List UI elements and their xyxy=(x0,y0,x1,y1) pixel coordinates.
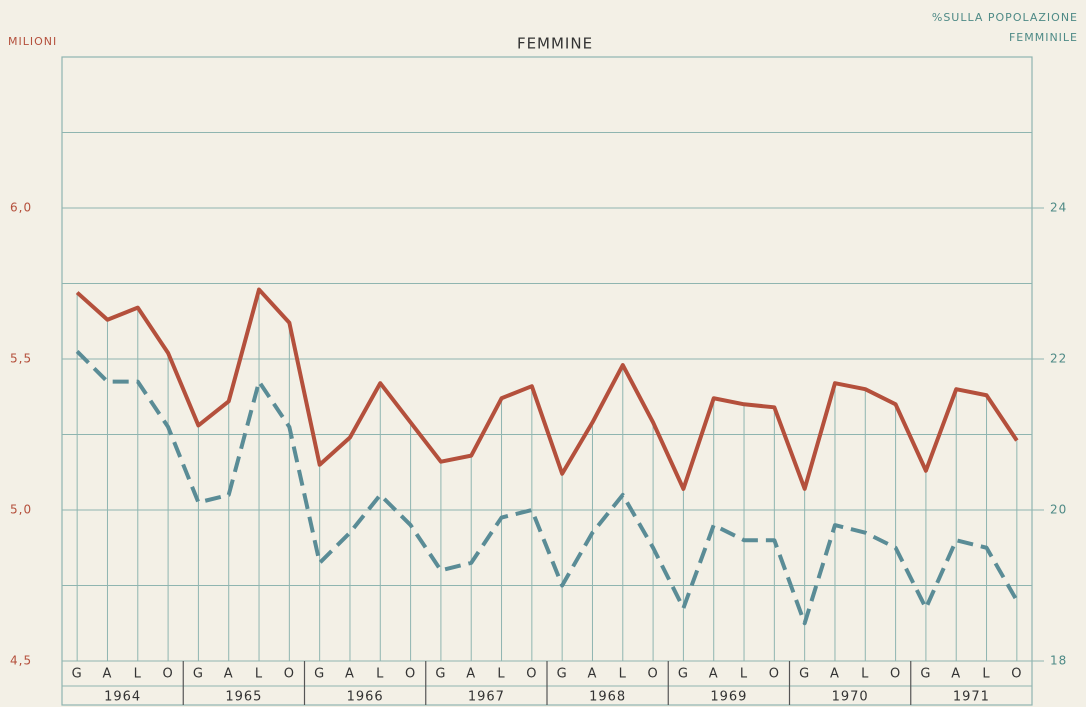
x-tick-label: A xyxy=(830,667,840,682)
year-label: 1966 xyxy=(347,690,384,705)
x-tick-label: G xyxy=(678,667,689,682)
x-tick-label: G xyxy=(193,667,204,682)
x-tick-label: L xyxy=(255,667,263,682)
y2-tick-label: 22 xyxy=(1050,352,1067,366)
year-label: 1968 xyxy=(589,690,626,705)
x-tick-label: A xyxy=(345,667,355,682)
x-tick-label: O xyxy=(1011,667,1022,682)
year-label: 1970 xyxy=(832,690,869,705)
x-tick-label: L xyxy=(861,667,869,682)
year-label: 1964 xyxy=(104,690,141,705)
x-tick-label: L xyxy=(619,667,627,682)
x-tick-label: A xyxy=(466,667,476,682)
x-tick-label: L xyxy=(497,667,505,682)
y2-axis-label: %SULLA POPOLAZIONE xyxy=(932,11,1078,24)
chart-title: FEMMINE xyxy=(517,35,593,53)
x-tick-label: G xyxy=(799,667,810,682)
x-tick-label: O xyxy=(526,667,537,682)
x-tick-label: O xyxy=(162,667,173,682)
x-tick-label: G xyxy=(435,667,446,682)
x-tick-label: A xyxy=(588,667,598,682)
y2-tick-label: 18 xyxy=(1050,654,1067,668)
x-tick-label: L xyxy=(134,667,142,682)
year-label: 1969 xyxy=(710,690,747,705)
year-label: 1965 xyxy=(225,690,262,705)
year-label: 1971 xyxy=(953,690,990,705)
x-tick-label: A xyxy=(951,667,961,682)
x-tick-label: A xyxy=(709,667,719,682)
y2-tick-label: 24 xyxy=(1050,201,1067,215)
y-tick-label: 6,0 xyxy=(10,201,32,215)
series-line xyxy=(75,287,1019,491)
y-tick-label: 5,5 xyxy=(10,352,32,366)
x-tick-label: O xyxy=(405,667,416,682)
y2-tick-label: 20 xyxy=(1050,503,1067,517)
year-label: 1967 xyxy=(468,690,505,705)
x-tick-label: L xyxy=(376,667,384,682)
y2-axis-label: FEMMINILE xyxy=(1009,31,1078,44)
x-tick-label: A xyxy=(103,667,113,682)
x-tick-label: O xyxy=(647,667,658,682)
x-tick-label: G xyxy=(557,667,568,682)
series-line xyxy=(75,350,1019,626)
y-tick-label: 4,5 xyxy=(10,654,32,668)
x-tick-label: A xyxy=(224,667,234,682)
x-tick-label: G xyxy=(314,667,325,682)
x-tick-label: G xyxy=(72,667,83,682)
x-tick-label: O xyxy=(890,667,901,682)
x-tick-label: O xyxy=(284,667,295,682)
plot-frame xyxy=(61,56,1033,706)
y-tick-label: 5,0 xyxy=(10,503,32,517)
x-tick-label: G xyxy=(920,667,931,682)
x-tick-label: L xyxy=(740,667,748,682)
x-tick-label: O xyxy=(769,667,780,682)
x-tick-label: L xyxy=(982,667,990,682)
y-axis-label: MILIONI xyxy=(8,35,57,48)
